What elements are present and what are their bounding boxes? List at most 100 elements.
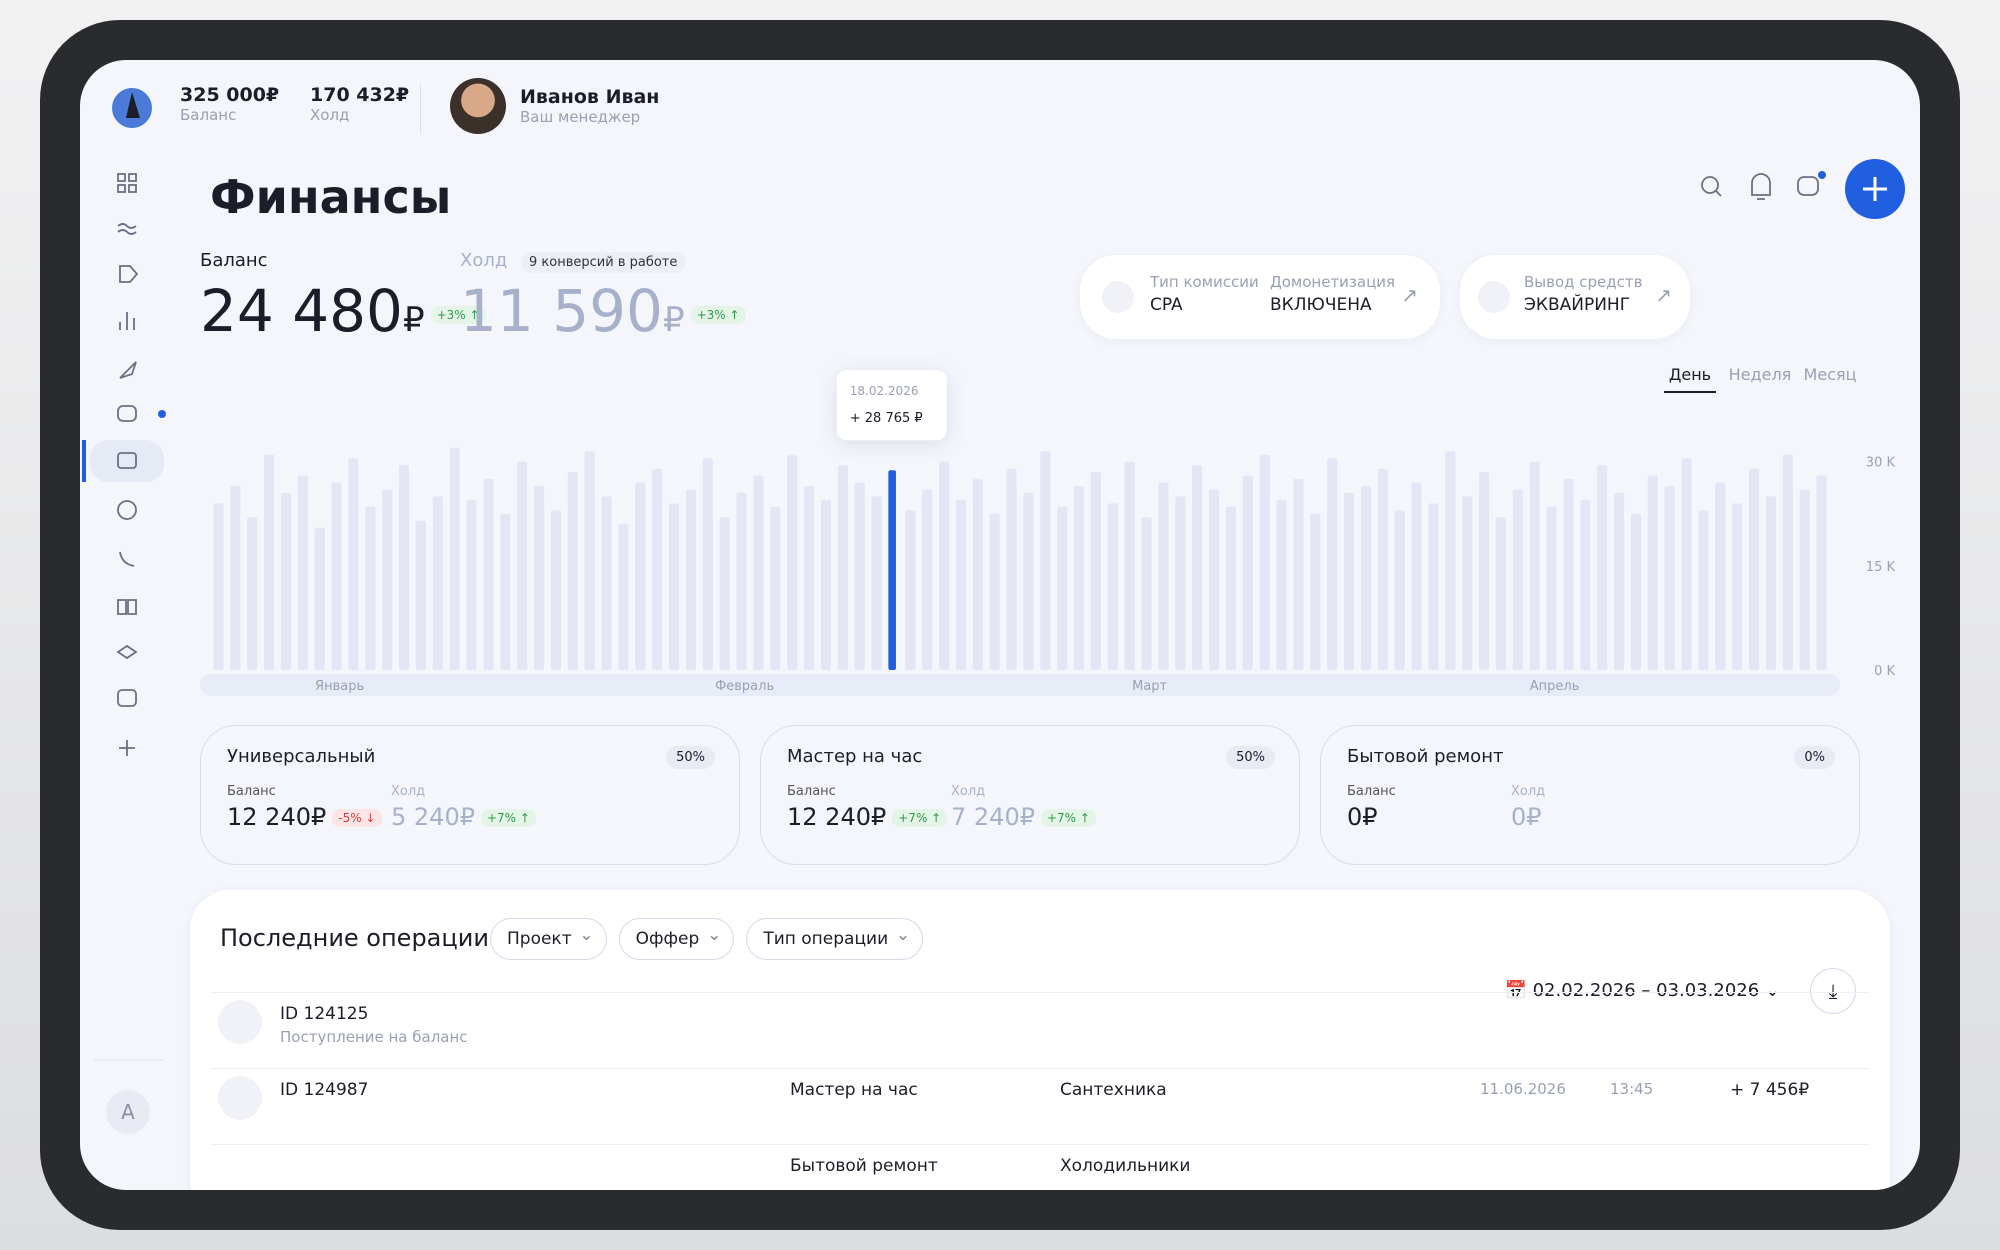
add-button[interactable] <box>1845 159 1905 219</box>
bar[interactable] <box>1647 475 1658 670</box>
project-card[interactable]: Мастер на час 50% Баланс 12 240₽ +7% ↑ Холд 7 … <box>760 725 1300 865</box>
bar[interactable] <box>1225 506 1236 670</box>
bar[interactable] <box>939 461 950 670</box>
bar[interactable] <box>719 517 730 670</box>
bar[interactable] <box>685 489 696 670</box>
bar[interactable] <box>230 485 241 670</box>
bar[interactable] <box>382 489 393 670</box>
bar[interactable] <box>1293 479 1304 670</box>
bar[interactable] <box>1664 485 1675 670</box>
bar[interactable] <box>449 447 460 670</box>
bar[interactable] <box>1107 503 1118 670</box>
bar[interactable] <box>972 479 983 670</box>
bar[interactable] <box>1276 499 1287 670</box>
bar[interactable] <box>1479 472 1490 670</box>
bar[interactable] <box>466 499 477 670</box>
bar[interactable] <box>1698 510 1709 670</box>
bar[interactable] <box>1074 485 1085 670</box>
bar[interactable] <box>787 454 798 670</box>
bar[interactable] <box>280 492 291 670</box>
download-button[interactable]: ⤓ <box>1810 968 1856 1014</box>
withdraw-card[interactable]: Вывод средств ЭКВАЙРИНГ ↗ <box>1460 255 1690 339</box>
bar[interactable] <box>1394 510 1405 670</box>
bar[interactable] <box>837 465 848 670</box>
bar[interactable] <box>247 517 258 670</box>
nav-finance-active[interactable] <box>90 440 164 482</box>
bar[interactable] <box>736 492 747 670</box>
bar[interactable] <box>1765 496 1776 670</box>
bar[interactable] <box>1124 461 1135 670</box>
bar[interactable] <box>517 461 528 670</box>
bar[interactable] <box>1681 458 1692 670</box>
bar[interactable] <box>989 513 1000 670</box>
messages[interactable] <box>1797 171 1826 196</box>
bar[interactable] <box>500 513 511 670</box>
bar[interactable] <box>922 489 933 670</box>
bar[interactable] <box>314 527 325 670</box>
bar[interactable] <box>601 496 612 670</box>
bar[interactable] <box>669 503 680 670</box>
bar[interactable] <box>1377 468 1388 670</box>
nav-geo[interactable] <box>117 500 137 520</box>
bar[interactable] <box>264 454 275 670</box>
row-icon[interactable] <box>218 1000 262 1044</box>
notifications[interactable] <box>1751 173 1771 200</box>
bar[interactable] <box>1732 503 1743 670</box>
project-card[interactable]: Универсальный 50% Баланс 12 240₽ -5% ↓ Холд 5 … <box>200 725 740 865</box>
bar[interactable] <box>618 524 629 670</box>
nav-docs[interactable] <box>117 599 137 615</box>
bar[interactable] <box>955 499 966 670</box>
bar[interactable] <box>804 485 815 670</box>
nav-promo[interactable] <box>119 361 137 379</box>
nav-offers[interactable] <box>119 265 139 283</box>
bar[interactable] <box>854 482 865 671</box>
bar[interactable] <box>483 479 494 670</box>
nav-academy[interactable] <box>116 644 138 660</box>
date-range[interactable]: 📅 02.02.2026 – 03.03.2026 ⌄ <box>1504 980 1780 1001</box>
bar[interactable] <box>550 510 561 670</box>
bar[interactable] <box>871 496 882 670</box>
commission-card[interactable]: Тип комиссии CPA Домонетизация ВКЛЮЧЕНА ↗ <box>1080 255 1440 339</box>
bar[interactable] <box>1630 513 1641 670</box>
nav-add[interactable] <box>119 740 135 756</box>
search[interactable] <box>1701 176 1722 197</box>
row-icon[interactable] <box>218 1076 262 1120</box>
bar[interactable] <box>1749 468 1760 670</box>
bar[interactable] <box>1597 465 1608 670</box>
bar[interactable] <box>1411 482 1422 671</box>
bar-highlight[interactable] <box>888 470 896 670</box>
bar[interactable] <box>1006 468 1017 670</box>
bar[interactable] <box>770 506 781 670</box>
bar[interactable] <box>1462 496 1473 670</box>
bar[interactable] <box>534 485 545 670</box>
period-tab[interactable]: Неделя <box>1729 365 1792 384</box>
bar[interactable] <box>1057 506 1068 670</box>
bar[interactable] <box>331 482 342 671</box>
nav-calls[interactable] <box>119 551 135 567</box>
bar[interactable] <box>1495 517 1506 670</box>
bar[interactable] <box>753 475 764 670</box>
bar[interactable] <box>1360 485 1371 670</box>
bar[interactable] <box>1715 482 1726 671</box>
bar[interactable] <box>1563 479 1574 670</box>
period-tab[interactable]: День <box>1669 365 1711 384</box>
bar[interactable] <box>1816 475 1827 670</box>
bar[interactable] <box>820 499 831 670</box>
bar[interactable] <box>1799 489 1810 670</box>
bar[interactable] <box>1242 475 1253 670</box>
bar[interactable] <box>1445 451 1456 670</box>
bar[interactable] <box>1192 465 1203 670</box>
bar[interactable] <box>1782 454 1793 670</box>
nav-stats[interactable] <box>119 312 135 330</box>
bar[interactable] <box>213 503 224 670</box>
bar[interactable] <box>1529 461 1540 670</box>
bar[interactable] <box>702 458 713 670</box>
project-card[interactable]: Бытовой ремонт 0% Баланс 0₽ Холд 0₽ <box>1320 725 1860 865</box>
bar[interactable] <box>1141 517 1152 670</box>
bar[interactable] <box>399 465 410 670</box>
bar[interactable] <box>905 510 916 670</box>
nav-streams[interactable] <box>117 223 137 235</box>
bar[interactable] <box>297 475 308 670</box>
bar[interactable] <box>365 506 376 670</box>
bar[interactable] <box>1580 499 1591 670</box>
